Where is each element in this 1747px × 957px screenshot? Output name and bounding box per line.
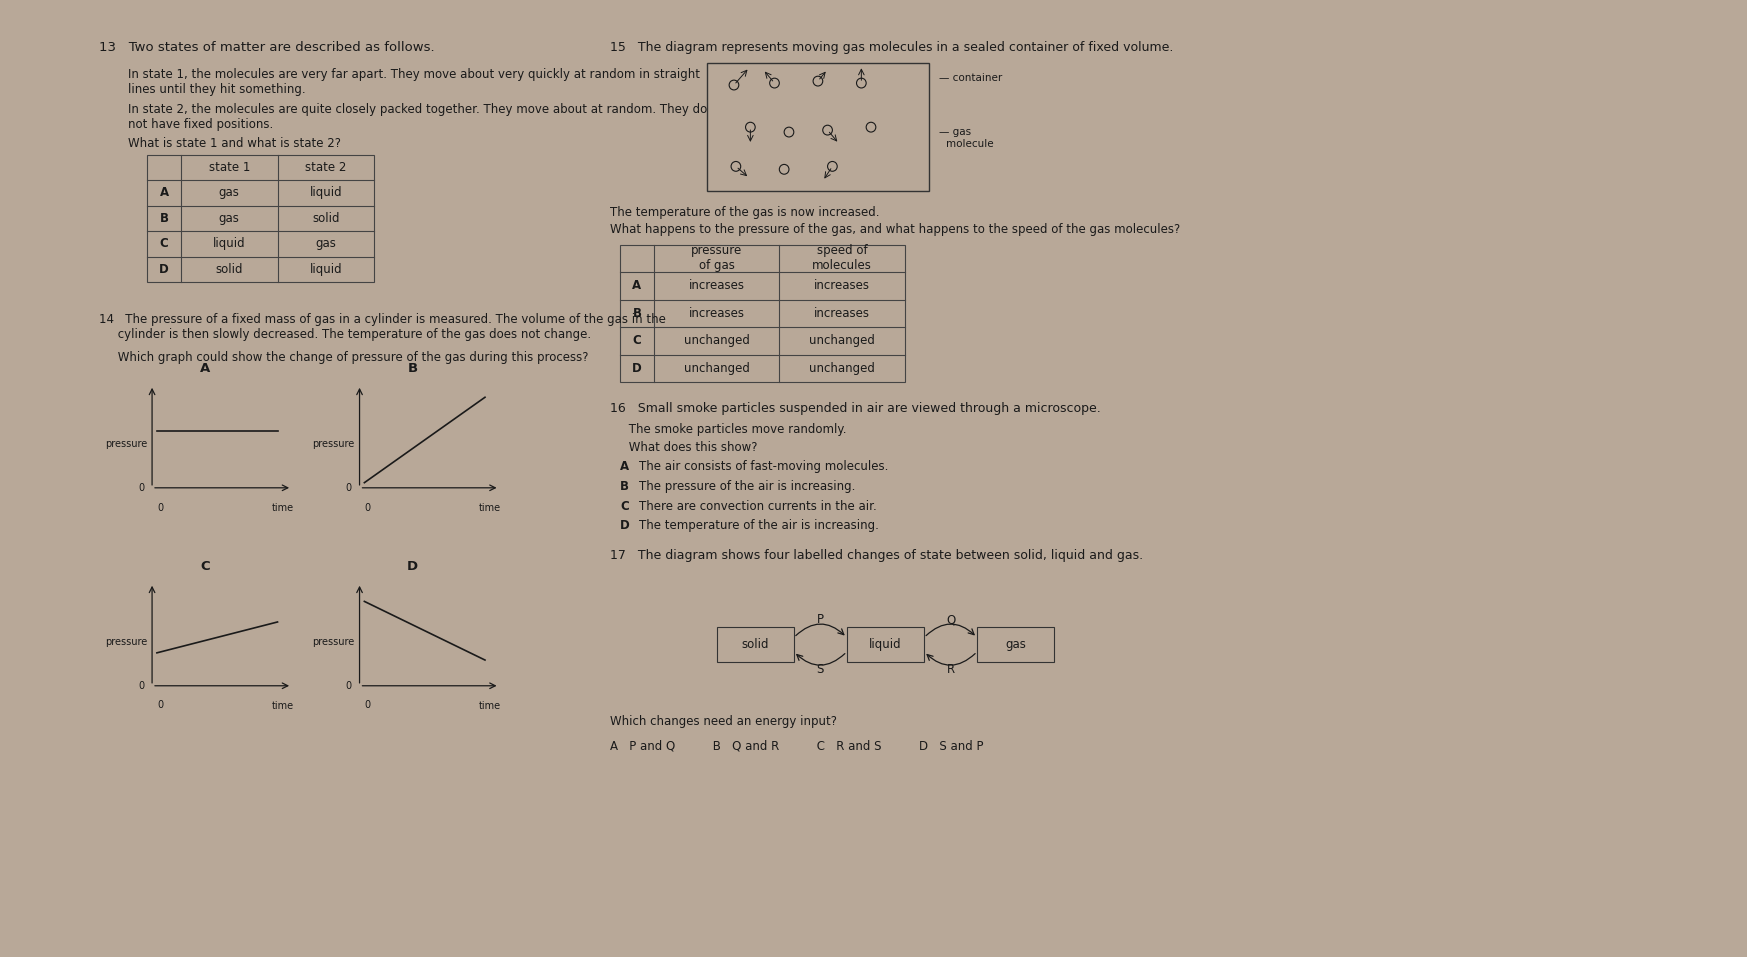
Bar: [147, 155, 374, 282]
Text: 16   Small smoke particles suspended in air are viewed through a microscope.: 16 Small smoke particles suspended in ai…: [610, 402, 1101, 414]
Text: The air consists of fast-moving molecules.: The air consists of fast-moving molecule…: [639, 460, 889, 474]
Text: C: C: [620, 500, 629, 513]
Bar: [847, 627, 924, 662]
Text: pressure: pressure: [313, 438, 355, 449]
Text: 14   The pressure of a fixed mass of gas in a cylinder is measured. The volume o: 14 The pressure of a fixed mass of gas i…: [100, 313, 666, 342]
Text: gas: gas: [1005, 638, 1025, 651]
Text: 13   Two states of matter are described as follows.: 13 Two states of matter are described as…: [100, 41, 435, 54]
Text: B: B: [407, 363, 418, 375]
Text: In state 2, the molecules are quite closely packed together. They move about at : In state 2, the molecules are quite clos…: [128, 102, 708, 131]
Text: 17   The diagram shows four labelled changes of state between solid, liquid and : 17 The diagram shows four labelled chang…: [610, 548, 1144, 562]
Text: What happens to the pressure of the gas, and what happens to the speed of the ga: What happens to the pressure of the gas,…: [610, 223, 1181, 236]
Text: A: A: [632, 279, 641, 293]
Text: 0: 0: [346, 680, 351, 691]
Text: gas: gas: [218, 187, 239, 199]
Text: 15   The diagram represents moving gas molecules in a sealed container of fixed : 15 The diagram represents moving gas mol…: [610, 41, 1174, 54]
Text: A   P and Q          B   Q and R          C   R and S          D   S and P: A P and Q B Q and R C R and S D S and P: [610, 740, 984, 752]
Text: speed of
molecules: speed of molecules: [812, 244, 872, 273]
Text: unchanged: unchanged: [809, 362, 875, 375]
Text: pressure: pressure: [105, 636, 147, 647]
Text: 0: 0: [138, 483, 145, 493]
Text: solid: solid: [741, 638, 769, 651]
Text: Which changes need an energy input?: Which changes need an energy input?: [610, 715, 837, 728]
Text: 0: 0: [365, 502, 370, 513]
Text: molecule: molecule: [947, 139, 994, 149]
Text: pressure: pressure: [105, 438, 147, 449]
Text: A: A: [620, 460, 629, 474]
Text: What does this show?: What does this show?: [610, 441, 758, 454]
Text: increases: increases: [814, 307, 870, 320]
Text: liquid: liquid: [309, 187, 342, 199]
Text: state 2: state 2: [306, 161, 346, 174]
Text: unchanged: unchanged: [683, 334, 749, 347]
Text: The temperature of the gas is now increased.: The temperature of the gas is now increa…: [610, 206, 880, 218]
Text: liquid: liquid: [213, 237, 246, 251]
Text: pressure: pressure: [313, 636, 355, 647]
Bar: [716, 627, 793, 662]
Text: Which graph could show the change of pressure of the gas during this process?: Which graph could show the change of pre…: [100, 350, 589, 364]
Text: B: B: [159, 211, 169, 225]
Text: In state 1, the molecules are very far apart. They move about very quickly at ra: In state 1, the molecules are very far a…: [128, 68, 701, 97]
Text: — gas: — gas: [938, 127, 971, 137]
Text: — container: — container: [938, 74, 1001, 83]
Text: increases: increases: [814, 279, 870, 293]
Text: C: C: [159, 237, 168, 251]
Text: There are convection currents in the air.: There are convection currents in the air…: [639, 500, 877, 513]
Text: solid: solid: [215, 263, 243, 276]
Text: time: time: [271, 701, 293, 711]
Bar: [977, 627, 1055, 662]
Text: gas: gas: [218, 211, 239, 225]
Text: 0: 0: [365, 701, 370, 710]
Text: C: C: [632, 334, 641, 347]
Text: time: time: [479, 503, 501, 514]
Text: The pressure of the air is increasing.: The pressure of the air is increasing.: [639, 480, 856, 493]
Text: R: R: [947, 663, 954, 676]
Text: What is state 1 and what is state 2?: What is state 1 and what is state 2?: [128, 137, 341, 150]
Text: liquid: liquid: [309, 263, 342, 276]
Text: Q: Q: [945, 613, 956, 627]
Text: D: D: [159, 263, 169, 276]
Text: B: B: [632, 307, 641, 320]
Text: 0: 0: [346, 483, 351, 493]
Text: state 1: state 1: [208, 161, 250, 174]
Text: The temperature of the air is increasing.: The temperature of the air is increasing…: [639, 519, 879, 532]
Text: increases: increases: [688, 279, 744, 293]
Text: P: P: [818, 613, 825, 627]
Text: A: A: [199, 363, 210, 375]
Text: time: time: [479, 701, 501, 711]
Text: The smoke particles move randomly.: The smoke particles move randomly.: [610, 423, 847, 436]
Text: unchanged: unchanged: [683, 362, 749, 375]
Text: D: D: [620, 519, 631, 532]
Bar: [620, 245, 905, 382]
Text: 0: 0: [138, 680, 145, 691]
Text: pressure
of gas: pressure of gas: [692, 244, 742, 273]
Text: C: C: [201, 561, 210, 573]
Text: 0: 0: [157, 701, 162, 710]
Text: increases: increases: [688, 307, 744, 320]
Text: D: D: [407, 561, 418, 573]
Text: S: S: [816, 663, 825, 676]
Text: 0: 0: [157, 502, 162, 513]
Text: solid: solid: [313, 211, 339, 225]
Text: A: A: [159, 187, 169, 199]
Text: time: time: [271, 503, 293, 514]
Bar: [708, 63, 929, 190]
Text: gas: gas: [314, 237, 335, 251]
Text: D: D: [632, 362, 641, 375]
Text: unchanged: unchanged: [809, 334, 875, 347]
Text: B: B: [620, 480, 629, 493]
Text: liquid: liquid: [870, 638, 901, 651]
